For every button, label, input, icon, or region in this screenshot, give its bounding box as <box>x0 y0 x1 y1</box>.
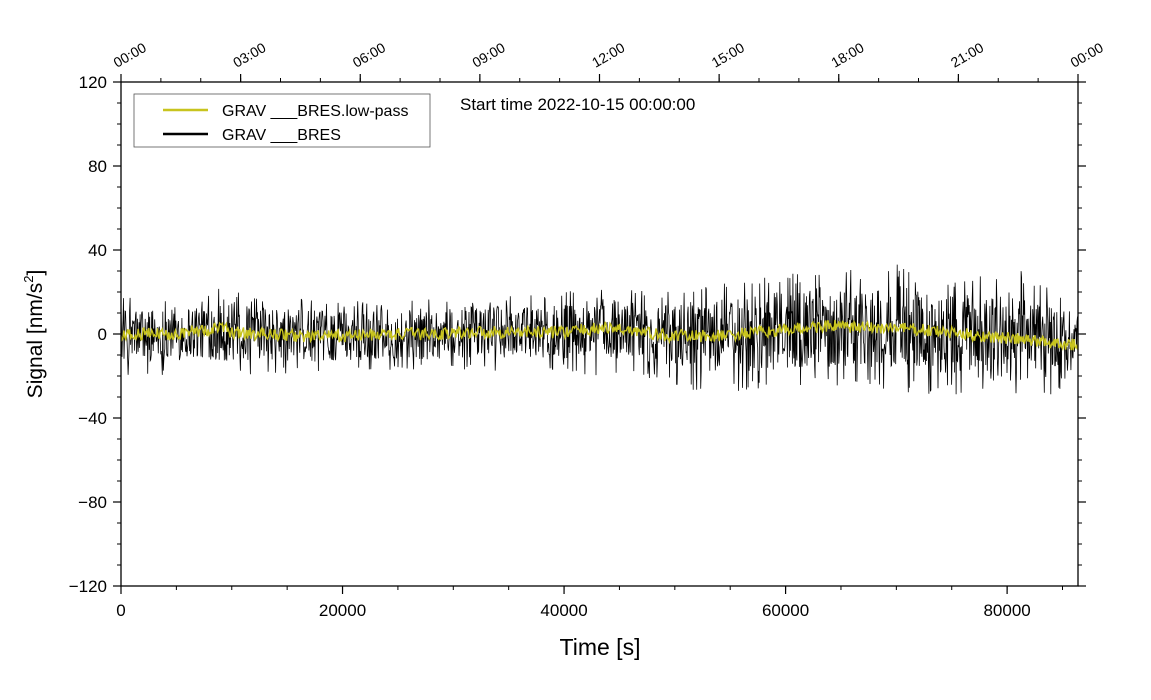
legend-box <box>133 93 431 148</box>
top-time-label: 06:00 <box>350 39 389 70</box>
y-tick-label: −40 <box>78 409 107 428</box>
y-tick-label: −120 <box>69 577 107 596</box>
y-tick-label: 40 <box>88 241 107 260</box>
top-time-label: 03:00 <box>230 39 269 70</box>
y-axis-label: Signal [nm/s2] <box>21 270 47 399</box>
top-time-label: 15:00 <box>709 39 748 70</box>
legend-label-raw: GRAV ___BRES <box>222 127 341 144</box>
series-lowpass-line <box>120 319 1079 352</box>
top-time-label: 18:00 <box>828 39 867 70</box>
plot-traces <box>120 264 1079 395</box>
x-tick-label: 40000 <box>540 601 587 620</box>
top-time-label: 00:00 <box>1068 39 1107 70</box>
axis-ticks <box>113 74 1086 594</box>
top-time-label: 21:00 <box>948 39 987 70</box>
top-time-label: 12:00 <box>589 39 628 70</box>
top-time-label: 00:00 <box>111 39 150 70</box>
start-time-annotation: Start time 2022-10-15 00:00:00 <box>460 95 695 114</box>
y-axis-label-superscript: 2 <box>21 276 36 283</box>
y-tick-label: 120 <box>79 73 107 92</box>
legend: GRAV ___BRES.low-pass GRAV ___BRES <box>133 93 431 148</box>
y-axis-label-end: ] <box>24 270 47 276</box>
y-tick-label: −80 <box>78 493 107 512</box>
x-tick-label: 80000 <box>983 601 1030 620</box>
x-tick-label: 20000 <box>319 601 366 620</box>
y-tick-label: 80 <box>88 157 107 176</box>
legend-label-lowpass: GRAV ___BRES.low-pass <box>222 103 408 120</box>
y-axis-label-main: Signal [nm/s <box>24 283 47 399</box>
top-time-label: 09:00 <box>469 39 508 70</box>
y-tick-label: 0 <box>98 325 107 344</box>
x-tick-label: 0 <box>116 601 125 620</box>
x-axis-label: Time [s] <box>560 634 641 660</box>
x-tick-label: 60000 <box>762 601 809 620</box>
